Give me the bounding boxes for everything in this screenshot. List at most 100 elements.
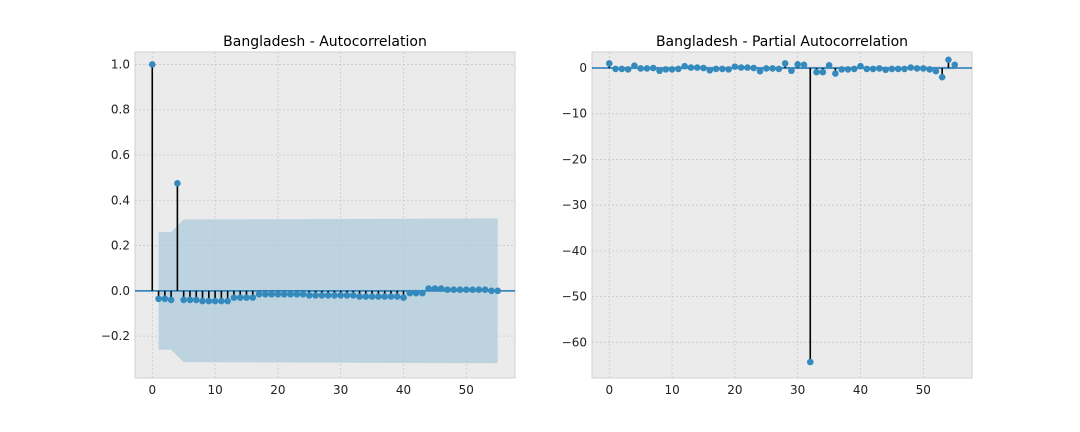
data-point <box>249 294 257 301</box>
data-point <box>343 292 351 299</box>
data-point <box>706 66 714 74</box>
data-point <box>794 61 802 68</box>
data-point <box>180 296 187 304</box>
data-point <box>211 297 219 305</box>
data-point <box>631 62 638 70</box>
data-point <box>656 67 663 75</box>
y-tick-label: 0.2 <box>111 239 130 253</box>
data-point <box>236 294 244 301</box>
data-point <box>750 64 758 72</box>
data-point <box>769 65 776 72</box>
data-point <box>775 65 783 73</box>
data-point <box>205 297 213 305</box>
data-point <box>857 62 864 70</box>
x-tick-label: 30 <box>333 383 348 397</box>
data-point <box>675 65 682 73</box>
data-point <box>725 66 732 73</box>
chart-title: Bangladesh - Partial Autocorrelation <box>656 34 908 50</box>
x-tick-label: 10 <box>207 383 222 397</box>
data-point <box>312 292 319 299</box>
data-point <box>255 290 263 298</box>
data-point <box>744 64 751 71</box>
y-tick-label: 0.8 <box>111 103 130 117</box>
data-point <box>844 66 852 73</box>
data-point <box>362 293 370 300</box>
data-point <box>643 65 651 72</box>
data-point <box>813 68 820 76</box>
y-tick-label: 0.6 <box>111 148 130 162</box>
y-tick-label: −40 <box>562 244 587 258</box>
data-point <box>907 64 915 71</box>
autocorrelation-chart: 0 10 20 30 40 50 −0.2 0.0 0.2 0.4 0.6 0.8 1.0 Bangla… <box>101 34 516 397</box>
data-point <box>243 294 250 301</box>
data-point <box>637 65 644 72</box>
y-tick-label: 0.0 <box>111 284 130 298</box>
plot-area <box>591 51 973 379</box>
data-point <box>825 61 833 69</box>
data-point <box>882 66 889 74</box>
x-tick-label: 40 <box>853 383 868 397</box>
data-point <box>293 290 301 298</box>
data-point <box>649 64 657 72</box>
data-point <box>605 60 613 67</box>
data-point <box>224 297 231 305</box>
data-point <box>387 293 395 300</box>
data-point <box>913 65 921 72</box>
data-point <box>901 65 908 73</box>
data-point <box>199 297 206 305</box>
data-point <box>894 65 902 73</box>
data-point <box>463 286 470 294</box>
data-point <box>324 292 332 299</box>
y-tick-label: −0.2 <box>101 329 130 343</box>
data-point <box>305 292 313 299</box>
x-tick-label: 50 <box>459 383 474 397</box>
data-point <box>262 290 269 298</box>
data-point <box>318 292 326 299</box>
data-point <box>431 285 439 292</box>
data-point <box>425 285 432 292</box>
data-point <box>806 358 814 366</box>
data-point <box>850 65 858 73</box>
data-point <box>762 65 770 72</box>
data-point <box>700 64 707 72</box>
data-point <box>876 65 883 72</box>
data-point <box>494 287 502 295</box>
data-point <box>161 295 169 303</box>
data-point <box>230 294 238 301</box>
x-tick-label: 0 <box>605 383 613 397</box>
data-point <box>218 297 225 305</box>
data-point <box>932 67 940 75</box>
y-tick-label: 1.0 <box>111 57 130 71</box>
data-point <box>450 286 458 294</box>
data-point <box>618 65 626 73</box>
data-point <box>712 65 720 73</box>
data-point <box>681 62 688 70</box>
data-point <box>481 286 489 294</box>
x-tick-label: 10 <box>664 383 679 397</box>
data-point <box>456 286 464 294</box>
y-tick-label: −30 <box>562 198 587 212</box>
data-point <box>444 286 451 294</box>
y-tick-label: 0 <box>579 61 587 75</box>
data-point <box>356 293 363 300</box>
data-point <box>624 66 632 73</box>
data-point <box>788 67 795 75</box>
data-point <box>349 292 357 299</box>
data-point <box>192 296 200 304</box>
data-point <box>488 287 495 295</box>
data-point <box>174 180 181 187</box>
data-point <box>832 70 839 77</box>
chart-title: Bangladesh - Autocorrelation <box>223 34 427 50</box>
data-point <box>274 290 282 298</box>
data-point <box>920 65 927 72</box>
data-point <box>406 289 414 297</box>
data-point <box>287 290 294 298</box>
y-tick-label: −60 <box>562 335 587 349</box>
data-point <box>299 290 307 298</box>
x-tick-label: 20 <box>727 383 742 397</box>
data-point <box>737 64 745 71</box>
y-tick-label: −20 <box>562 152 587 166</box>
data-point <box>687 64 695 71</box>
data-point <box>719 65 726 73</box>
